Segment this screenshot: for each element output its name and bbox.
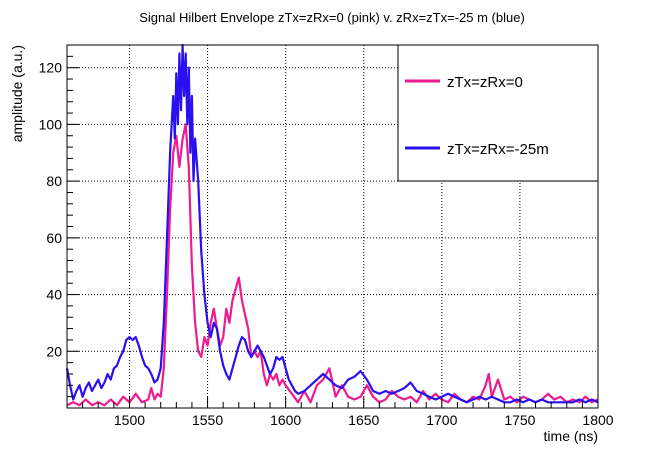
y-tick-label: 60 [46, 230, 62, 246]
x-tick-label: 1600 [270, 412, 301, 428]
x-tick-label: 1550 [192, 412, 223, 428]
x-tick-label: 1700 [426, 412, 457, 428]
y-tick-label: 100 [39, 116, 63, 132]
chart-title: Signal Hilbert Envelope zTx=zRx=0 (pink)… [139, 10, 525, 25]
y-tick-label: 20 [46, 343, 62, 359]
x-tick-label: 1750 [504, 412, 535, 428]
series-line-blue [65, 43, 599, 404]
y-tick-label: 80 [46, 173, 62, 189]
legend-box [397, 44, 599, 182]
x-tick-label: 1650 [348, 412, 379, 428]
y-tick-label: 120 [39, 60, 63, 76]
x-tick-label: 1500 [114, 412, 145, 428]
axes: 1500 1550 1600 1650 1700 1750 1800 20 40 60 80 100 1… [39, 44, 614, 428]
series-layer [65, 43, 599, 407]
series-line-pink [66, 123, 599, 407]
legend: zTx=zRx=0 zTx=zRx=-25m [397, 44, 599, 182]
x-axis-label: time (ns) [544, 428, 598, 444]
legend-label-pink: zTx=zRx=0 [447, 74, 523, 91]
legend-label-blue: zTx=zRx=-25m [447, 141, 549, 158]
y-axis-label: amplitude (a.u.) [9, 45, 25, 142]
y-tick-label: 40 [46, 287, 62, 303]
x-tick-label: 1800 [582, 412, 613, 428]
